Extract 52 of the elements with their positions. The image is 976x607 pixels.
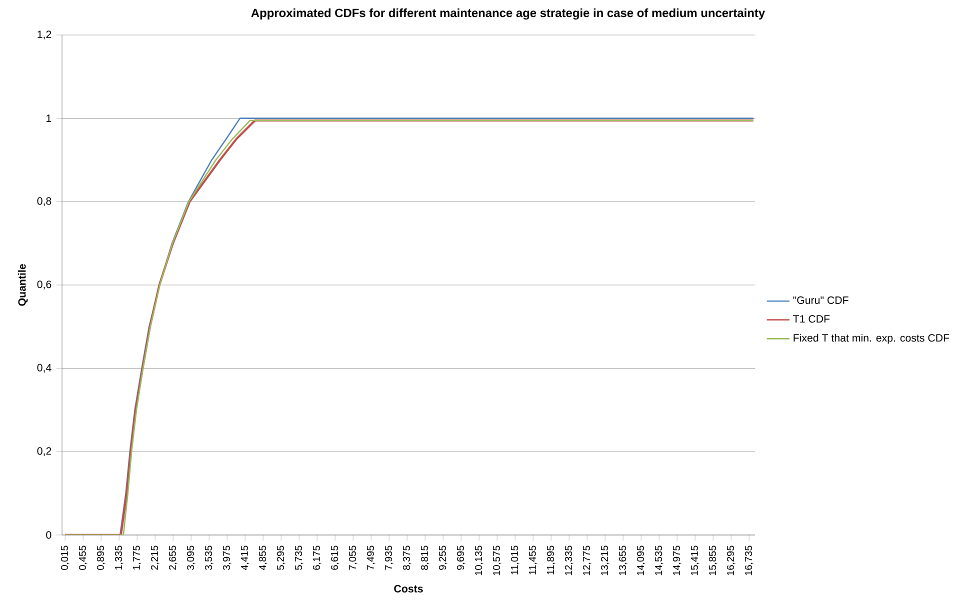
x-tick-label: 14,975 bbox=[672, 546, 682, 576]
x-tick-label: 7,495 bbox=[366, 546, 376, 570]
y-tick-label: 0,2 bbox=[37, 447, 52, 456]
y-tick-label: 0 bbox=[46, 531, 52, 539]
y-tick-label: 0,8 bbox=[37, 197, 52, 206]
x-tick-label: 10,575 bbox=[492, 546, 502, 576]
x-tick-label: 6,175 bbox=[312, 546, 322, 570]
x-tick-label: 6,615 bbox=[330, 546, 340, 570]
x-tick-label: 12,775 bbox=[582, 546, 592, 576]
legend-label: T1 CDF bbox=[793, 315, 830, 323]
x-tick-label: 7,935 bbox=[384, 546, 394, 570]
x-tick-label: 0,015 bbox=[60, 546, 70, 570]
x-tick-label: 16,295 bbox=[726, 546, 736, 576]
x-tick-label: 2,655 bbox=[168, 546, 178, 570]
x-tick-label: 15,415 bbox=[691, 546, 700, 576]
x-tick-label: 0,455 bbox=[78, 546, 88, 570]
x-tick-label: 3,975 bbox=[222, 546, 232, 570]
x-tick-label: 0,895 bbox=[96, 546, 106, 570]
x-tick-label: 5,295 bbox=[276, 546, 286, 570]
y-tick-label: 0,6 bbox=[37, 280, 52, 290]
x-tick-label: 11,455 bbox=[529, 546, 538, 574]
x-tick-label: 4,415 bbox=[241, 546, 250, 570]
x-tick-label: 12,335 bbox=[564, 546, 574, 576]
x-tick-label: 1,335 bbox=[114, 546, 124, 570]
x-tick-label: 10,135 bbox=[474, 546, 484, 576]
y-tick-label: 0,4 bbox=[37, 364, 52, 373]
x-tick-label: 5,735 bbox=[294, 546, 304, 570]
x-tick-label: 8,375 bbox=[402, 546, 412, 570]
legend-label: Fixed T that min. exp. costs CDF bbox=[794, 334, 950, 344]
x-tick-label: 8,815 bbox=[420, 546, 430, 570]
x-tick-label: 9,255 bbox=[438, 546, 448, 570]
x-tick-label: 1,775 bbox=[133, 546, 142, 570]
x-tick-label: 13,215 bbox=[600, 546, 610, 576]
x-tick-label: 4,855 bbox=[258, 546, 268, 570]
x-tick-label: 3,095 bbox=[186, 546, 196, 570]
y-tick-label: 1,2 bbox=[38, 30, 52, 40]
x-tick-label: 7,055 bbox=[348, 546, 358, 570]
legend-label: "Guru" CDF bbox=[793, 296, 848, 304]
x-axis-title: Costs bbox=[394, 584, 423, 592]
x-tick-label: 11,895 bbox=[546, 546, 556, 574]
x-tick-label: 13,655 bbox=[618, 546, 628, 576]
x-tick-label: 15,855 bbox=[708, 546, 718, 576]
x-tick-label: 3,535 bbox=[204, 546, 214, 570]
x-tick-label: 9,695 bbox=[456, 546, 466, 570]
chart-title: Approximated CDFs for different maintenance age strategie in case of medium uncertainty bbox=[251, 8, 766, 20]
x-tick-label: 14,535 bbox=[654, 546, 664, 576]
y-tick-label: 1 bbox=[46, 114, 52, 122]
x-tick-label: 14,095 bbox=[636, 546, 646, 576]
x-tick-label: 11,015 bbox=[510, 546, 520, 574]
x-tick-label: 16,735 bbox=[744, 546, 754, 576]
y-axis-title: Quantile bbox=[18, 264, 28, 306]
x-tick-label: 2,215 bbox=[150, 546, 160, 570]
